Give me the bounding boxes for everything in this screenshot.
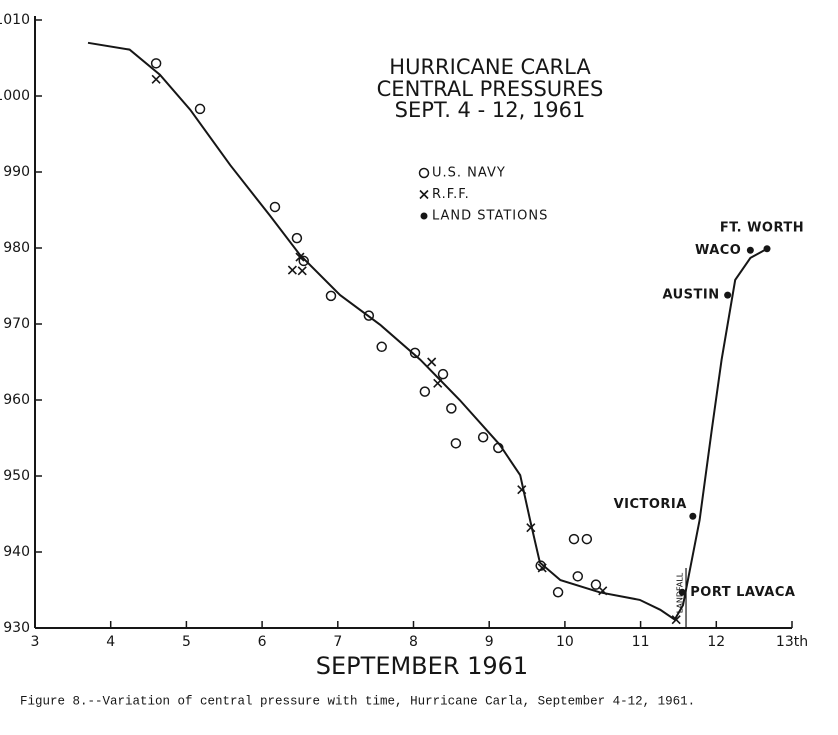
navy-point [419, 386, 431, 397]
legend-label: LAND STATIONS [432, 209, 548, 224]
x-tick-label: 8 [409, 634, 418, 650]
land-station-point [678, 588, 686, 596]
y-tick-label: 990 [3, 164, 30, 180]
x-tick-label: 6 [258, 634, 267, 650]
y-tick-label: 1000 [0, 88, 30, 104]
x-tick-label: 9 [485, 634, 494, 650]
legend-label: U.S. NAVY [432, 166, 506, 181]
y-tick-label: 1010 [0, 12, 30, 28]
station-label: FT. WORTH [720, 220, 804, 235]
rff-point [287, 265, 297, 275]
rff-point [526, 523, 536, 533]
land-station-point [763, 245, 771, 253]
chart-title: CENTRAL PRESSURES [377, 77, 604, 101]
navy-point [150, 58, 162, 69]
navy-point [376, 341, 387, 353]
station-label: AUSTIN [662, 288, 719, 303]
legend-marker [418, 167, 430, 179]
navy-point [409, 347, 421, 359]
chart-title: SEPT. 4 - 12, 1961 [395, 98, 586, 122]
rff-point [433, 378, 443, 388]
rff-point [517, 485, 527, 495]
navy-point [590, 579, 602, 590]
station-label: WACO [695, 243, 741, 258]
rff-point [537, 563, 547, 573]
navy-point [269, 201, 281, 213]
x-tick-label: 12 [707, 634, 725, 650]
x-tick-label: 10 [556, 634, 574, 650]
land-station-point [746, 246, 754, 254]
legend-marker [419, 189, 429, 200]
landfall-label: LANDFALL [676, 572, 685, 613]
x-tick-label: 7 [333, 634, 342, 650]
navy-point [552, 587, 564, 598]
rff-point [427, 357, 437, 367]
y-tick-label: 980 [3, 240, 30, 256]
y-tick-label: 960 [3, 392, 30, 408]
land-station-point [724, 291, 732, 299]
navy-point [568, 533, 580, 545]
y-tick-label: 970 [3, 316, 30, 332]
rff-point [295, 252, 305, 262]
legend-label: R.F.F. [432, 187, 470, 202]
rff-point [151, 74, 161, 84]
rff-point [598, 586, 608, 596]
navy-point [298, 255, 309, 267]
legend-marker [420, 212, 428, 220]
x-tick-label: 4 [106, 634, 115, 650]
navy-point [194, 103, 206, 115]
y-tick-label: 950 [3, 468, 30, 484]
station-label: PORT LAVACA [690, 585, 795, 600]
navy-point [446, 403, 457, 414]
rff-point [671, 615, 681, 625]
caption: Figure 8.--Variation of central pressure… [20, 694, 695, 708]
y-tick-label: 940 [3, 544, 30, 560]
station-label: VICTORIA [614, 497, 687, 512]
navy-point [291, 232, 303, 244]
land-station-point [689, 512, 697, 520]
x-axis-title: SEPTEMBER 1961 [316, 652, 528, 680]
navy-point [363, 310, 375, 321]
x-tick-label: 5 [182, 634, 191, 650]
navy-point [325, 290, 337, 302]
chart-title: HURRICANE CARLA [389, 55, 591, 79]
navy-point [477, 431, 489, 443]
navy-point [450, 438, 462, 449]
navy-point [437, 368, 449, 380]
x-tick-label: 3 [31, 634, 40, 650]
navy-point [572, 571, 584, 582]
navy-point [493, 442, 504, 454]
x-tick-label: 13th [776, 634, 808, 650]
pressure-curve [87, 41, 768, 622]
rff-point [297, 266, 307, 276]
x-tick-label: 11 [632, 634, 650, 650]
navy-point [581, 533, 593, 545]
y-tick-label: 930 [3, 620, 30, 636]
